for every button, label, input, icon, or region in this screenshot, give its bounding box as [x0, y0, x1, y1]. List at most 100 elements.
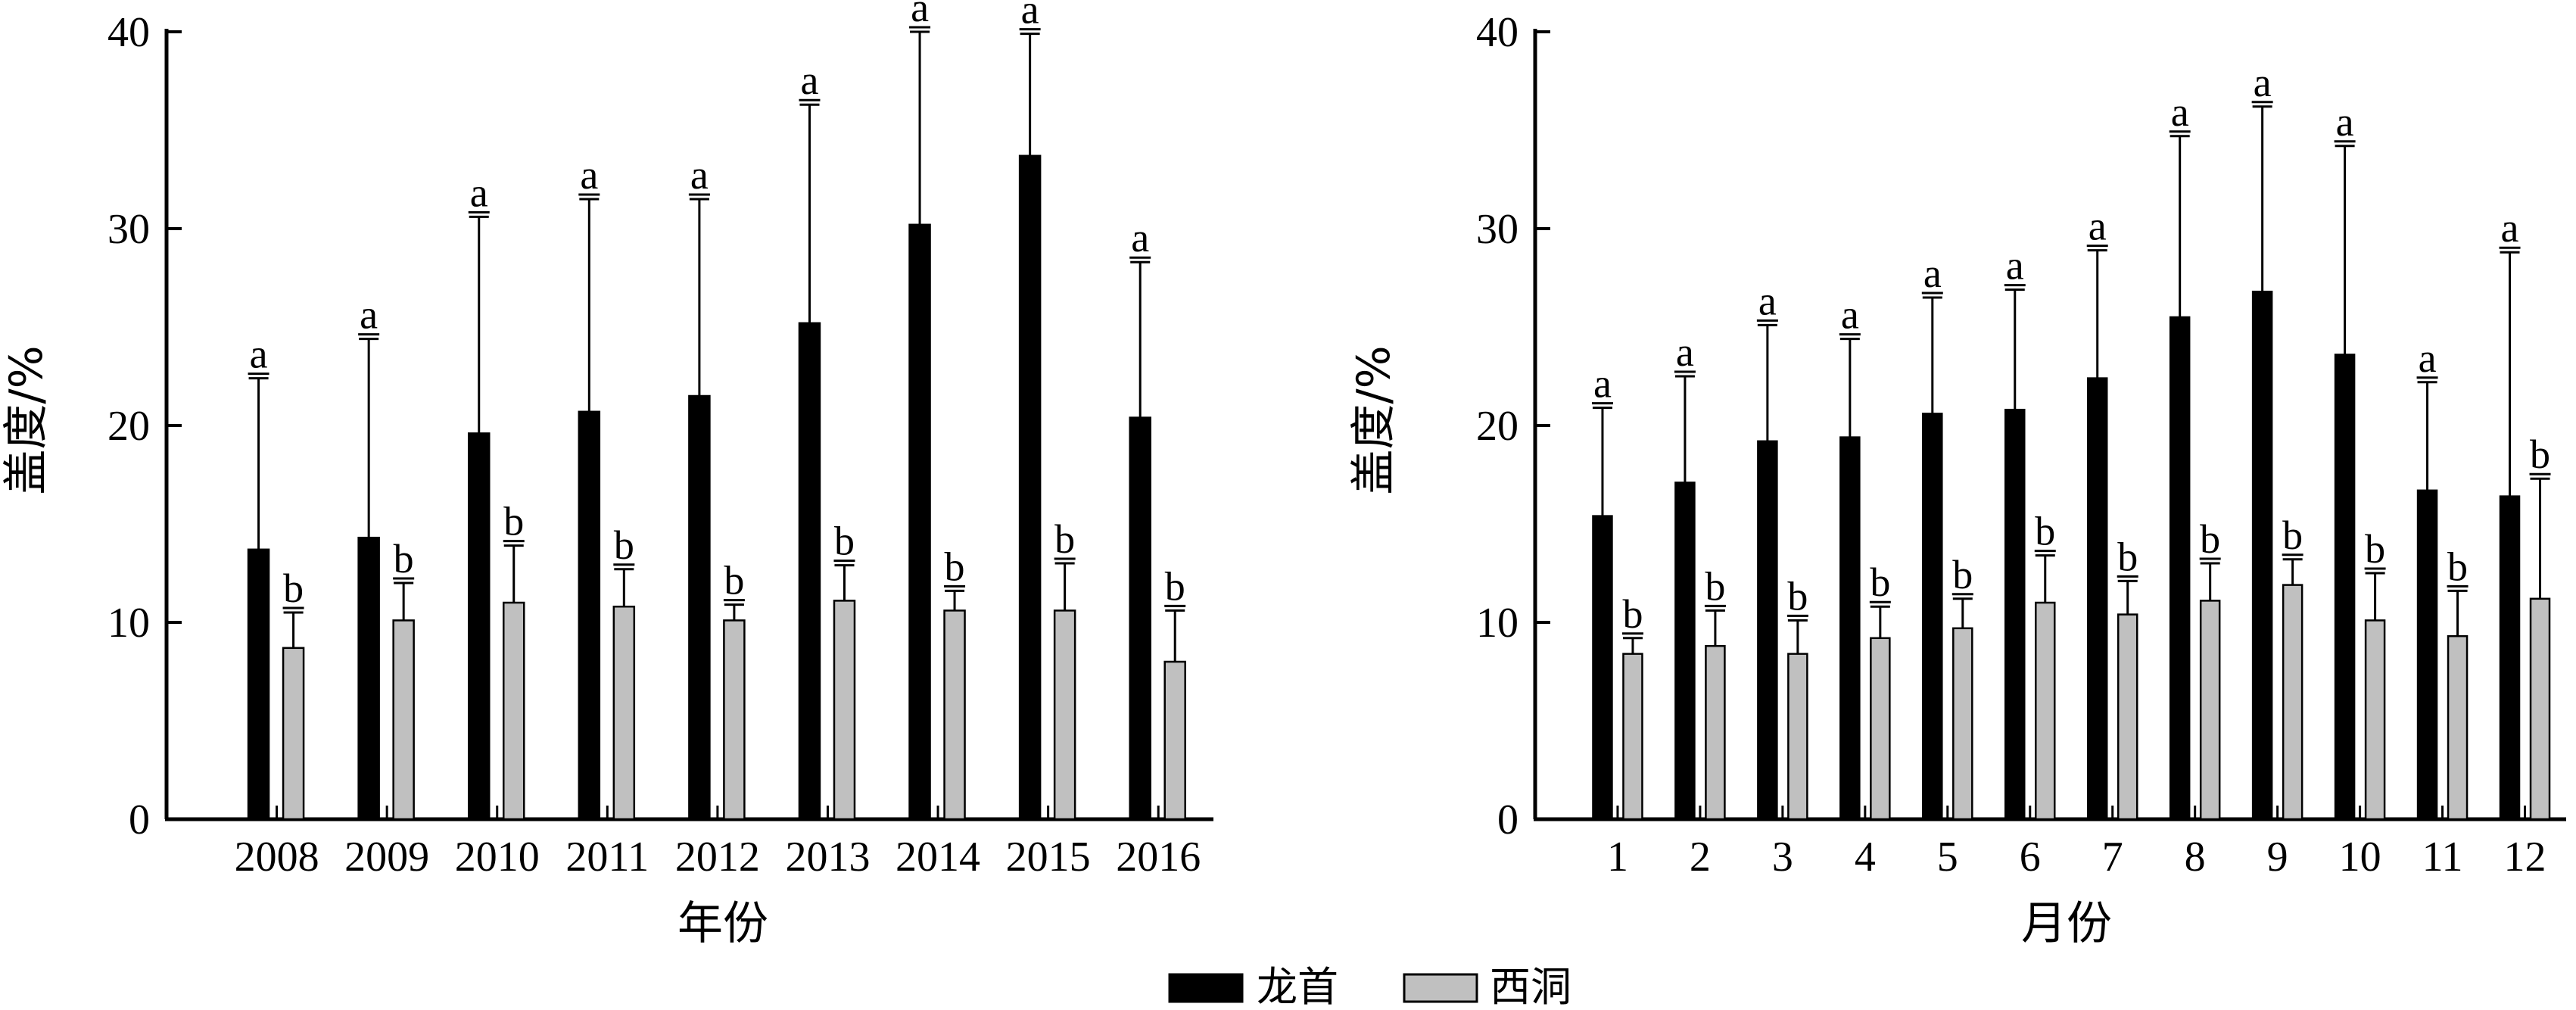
significance-label: a — [2006, 243, 2024, 288]
significance-label: a — [1593, 361, 1612, 407]
significance-label: b — [2447, 544, 2468, 589]
x-axis-title: 年份 — [677, 897, 768, 950]
bar-longshou — [2086, 377, 2108, 821]
significance-label: a — [470, 170, 488, 215]
x-tick-label: 11 — [2422, 834, 2463, 881]
legend-swatch-xidong — [1403, 973, 1478, 1003]
significance-label: b — [2365, 526, 2385, 572]
bar-xidong — [2117, 613, 2138, 821]
x-tick-label: 2 — [1690, 834, 1711, 881]
x-tick-label: 2016 — [1116, 834, 1201, 881]
significance-label: a — [2501, 205, 2519, 251]
bar-xidong — [833, 600, 856, 821]
bar-longshou — [2169, 316, 2191, 821]
bar-longshou — [1922, 413, 1943, 821]
x-tick-label: 2012 — [675, 834, 760, 881]
bar-xidong — [2529, 597, 2551, 821]
x-tick-label: 3 — [1772, 834, 1793, 881]
bar-longshou — [2251, 290, 2273, 821]
bar-xidong — [943, 609, 966, 821]
bar-longshou — [2416, 489, 2438, 821]
bar-xidong — [392, 619, 415, 821]
y-tick-label: 0 — [129, 796, 150, 843]
bar-xidong — [1870, 637, 1891, 821]
significance-label: a — [2254, 60, 2272, 105]
x-tick-label: 9 — [2267, 834, 2288, 881]
bar-xidong — [612, 605, 636, 821]
y-tick-label: 20 — [107, 403, 150, 450]
significance-label: b — [1054, 516, 1075, 562]
significance-label: a — [250, 332, 268, 377]
bar-longshou — [467, 432, 491, 821]
significance-label: b — [1952, 552, 1973, 597]
significance-label: a — [2089, 204, 2107, 249]
significance-label: a — [1841, 292, 1859, 338]
significance-label: a — [1758, 278, 1777, 323]
significance-label: a — [911, 0, 929, 30]
significance-label: a — [2419, 335, 2437, 381]
significance-label: b — [2200, 516, 2220, 562]
x-axis-title: 月份 — [2021, 897, 2112, 950]
legend: 龙首 西洞 — [1168, 963, 1571, 1010]
y-axis-title: 盖度/% — [1347, 345, 1400, 494]
significance-label: b — [945, 544, 965, 589]
x-tick-label: 12 — [2504, 834, 2546, 881]
x-tick-label: 2009 — [344, 834, 429, 881]
bar-longshou — [908, 223, 931, 821]
bar-longshou — [1757, 440, 1778, 821]
significance-label: a — [580, 152, 598, 198]
significance-label: b — [283, 566, 304, 611]
significance-label: b — [724, 558, 744, 603]
significance-label: a — [690, 152, 709, 198]
y-tick-label: 30 — [1476, 206, 1519, 253]
significance-label: a — [1923, 251, 1942, 296]
significance-label: a — [1021, 0, 1039, 33]
bar-xidong — [1163, 660, 1186, 821]
bar-xidong — [2364, 619, 2386, 821]
bar-xidong — [1952, 627, 1973, 821]
y-tick-label: 20 — [1476, 403, 1519, 450]
bar-longshou — [357, 536, 380, 821]
y-tick-label: 40 — [1476, 9, 1519, 56]
bar-longshou — [1674, 482, 1696, 821]
y-axis-title: 盖度/% — [0, 345, 53, 494]
bar-longshou — [1129, 416, 1151, 821]
bar-longshou — [688, 394, 711, 821]
significance-label: b — [1622, 591, 1643, 637]
bar-longshou — [2004, 408, 2026, 821]
bar-longshou — [578, 410, 601, 821]
bar-xidong — [282, 647, 305, 821]
significance-label: a — [1131, 215, 1149, 260]
bar-xidong — [2035, 601, 2056, 821]
bar-xidong — [2447, 634, 2469, 821]
significance-label: b — [1165, 563, 1185, 609]
x-tick-label: 6 — [2020, 834, 2041, 881]
legend-label-xidong: 西洞 — [1490, 963, 1571, 1010]
y-tick-label: 30 — [107, 206, 150, 253]
significance-label: a — [800, 58, 818, 103]
bar-longshou — [1839, 436, 1861, 821]
x-tick-label: 1 — [1607, 834, 1628, 881]
bar-longshou — [1018, 154, 1042, 821]
bar-xidong — [502, 601, 525, 821]
bar-xidong — [1705, 644, 1726, 821]
significance-label: b — [2530, 432, 2550, 477]
yearly-coverage-chart: 0 10 20 30 40 盖度/% 年份 2008 2009 2010 2011 2012 2013 2… — [0, 0, 1213, 950]
x-tick-label: 2013 — [785, 834, 870, 881]
x-tick-label: 4 — [1855, 834, 1876, 881]
y-tick-label: 10 — [1476, 600, 1519, 647]
bar-xidong — [1787, 653, 1808, 821]
x-tick-label: 10 — [2339, 834, 2381, 881]
x-tick-label: 2011 — [565, 834, 649, 881]
significance-label: a — [360, 292, 378, 338]
y-tick-label: 0 — [1497, 796, 1519, 843]
bar-longshou — [1592, 515, 1613, 821]
bar-longshou — [798, 322, 821, 821]
x-tick-label: 2014 — [896, 834, 980, 881]
significance-label: a — [1676, 329, 1694, 375]
bar-longshou — [2499, 495, 2521, 821]
x-tick-label: 7 — [2102, 834, 2123, 881]
x-tick-label: 2010 — [455, 834, 540, 881]
